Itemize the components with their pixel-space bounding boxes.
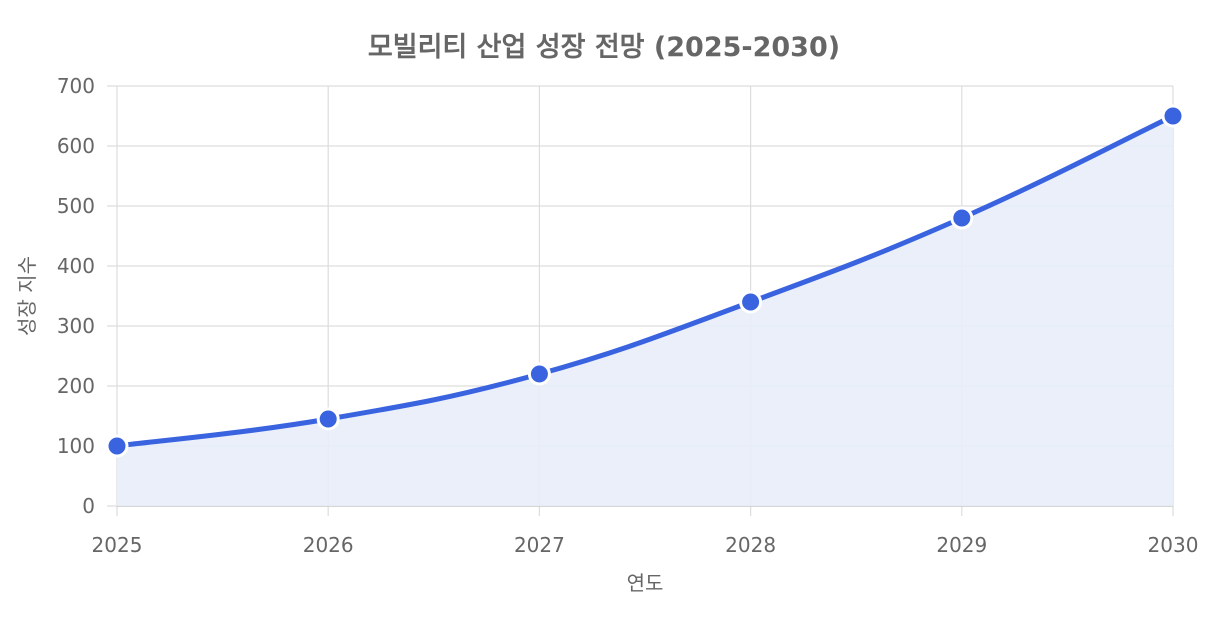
- y-tick-label: 600: [57, 134, 95, 158]
- line-layer: [114, 113, 1176, 449]
- x-tick-label: 2025: [92, 533, 143, 557]
- data-point[interactable]: [739, 290, 763, 314]
- point-layer: [105, 104, 1185, 458]
- y-axis-label: 성장 지수: [15, 256, 39, 336]
- y-tick-label: 700: [57, 74, 95, 98]
- y-tick-label: 500: [57, 194, 95, 218]
- y-tick-label: 300: [57, 314, 95, 338]
- x-tick-label: 2026: [303, 533, 354, 557]
- x-tick-label: 2029: [936, 533, 987, 557]
- data-point[interactable]: [1161, 104, 1185, 128]
- label-layer: 0 100 200 300 400 500 600 700 2025 2026 2027 2028 20…: [57, 74, 1199, 557]
- x-axis-label: 연도: [627, 571, 664, 595]
- y-tick-label: 0: [82, 494, 95, 518]
- series-line: [114, 113, 1176, 449]
- x-tick-label: 2027: [514, 533, 565, 557]
- x-tick-label: 2028: [725, 533, 776, 557]
- y-tick-label: 100: [57, 434, 95, 458]
- data-point[interactable]: [316, 407, 340, 431]
- data-point[interactable]: [527, 362, 551, 386]
- series-area: [117, 116, 1173, 506]
- y-tick-label: 400: [57, 254, 95, 278]
- y-tick-label: 200: [57, 374, 95, 398]
- area-layer: [117, 116, 1173, 506]
- chart-title: 모빌리티 산업 성장 전망 (2025-2030): [368, 32, 840, 63]
- data-point[interactable]: [950, 206, 974, 230]
- x-tick-label: 2030: [1148, 533, 1199, 557]
- data-point[interactable]: [105, 434, 129, 458]
